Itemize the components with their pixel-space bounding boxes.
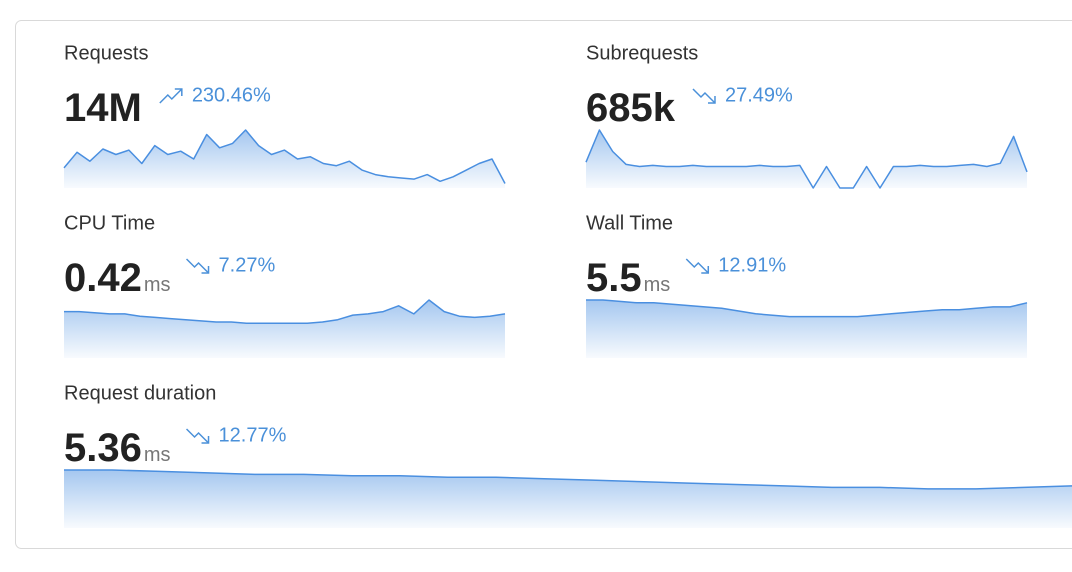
- change-percent: 27.49%: [725, 84, 793, 106]
- value-unit: ms: [144, 274, 171, 296]
- metric-title: Wall Time: [586, 212, 673, 234]
- trend-icon: [186, 258, 210, 274]
- sparkline-line: [586, 299, 1028, 318]
- sparkline-area: [64, 130, 505, 188]
- trend-icon: [186, 428, 210, 444]
- metric-value: 0.42 ms: [64, 256, 171, 300]
- metric-value: 5.5 ms: [586, 256, 670, 300]
- metric-value: 5.36 ms: [64, 426, 171, 470]
- metric-title: Request duration: [64, 382, 216, 404]
- card: [15, 20, 1072, 549]
- sparkline-area: [586, 300, 1027, 358]
- metric-title: Requests: [64, 42, 149, 64]
- value-number: 0.42: [64, 256, 142, 300]
- change-percent: 12.77%: [219, 424, 287, 446]
- trend-icon: [685, 258, 709, 274]
- value-number: 5.36: [64, 426, 142, 470]
- change-percent: 12.91%: [718, 254, 786, 276]
- metric-title: Subrequests: [586, 42, 698, 64]
- trend-icon-head: [201, 266, 210, 274]
- metric-value: 14M: [64, 86, 142, 130]
- trend-icon-head: [701, 266, 710, 274]
- metric-title: CPU Time: [64, 212, 155, 234]
- sparkline-area: [64, 470, 1072, 528]
- trend-icon-head: [174, 88, 183, 96]
- sparkline-line: [63, 129, 506, 184]
- sparkline-line: [64, 299, 506, 324]
- value-unit: ms: [144, 444, 171, 466]
- sparkline-area: [64, 300, 505, 358]
- sparkline-line: [64, 469, 1072, 490]
- value-unit: ms: [644, 274, 671, 296]
- trend-icon-head: [707, 96, 716, 104]
- change-percent: 230.46%: [192, 84, 271, 106]
- trend-icon-head: [201, 436, 210, 444]
- sparkline-area: [586, 130, 1027, 188]
- trend-icon: [692, 88, 716, 104]
- metric-value: 685k: [586, 86, 676, 130]
- value-number: 685k: [586, 86, 676, 130]
- value-number: 5.5: [586, 256, 642, 300]
- value-number: 14M: [64, 86, 142, 130]
- change-percent: 7.27%: [219, 254, 276, 276]
- sparkline-line: [585, 129, 1028, 189]
- trend-icon: [159, 88, 183, 104]
